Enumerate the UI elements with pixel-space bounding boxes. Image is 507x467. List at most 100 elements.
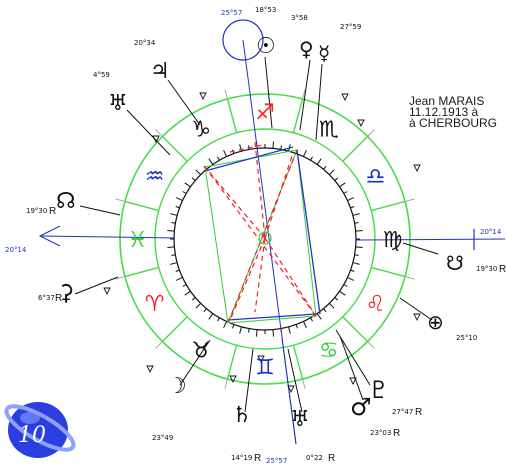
planet-pointers xyxy=(74,56,439,413)
taurus-icon: ♉ xyxy=(191,338,211,363)
degree-tick xyxy=(175,206,180,209)
saturn-degree: 14°19 xyxy=(231,454,252,462)
sign-divider xyxy=(161,135,188,162)
house-cusp xyxy=(404,276,415,280)
aspect-blue-2 xyxy=(296,149,321,315)
degree-ticks xyxy=(167,141,363,337)
degree-tick xyxy=(175,277,183,281)
asc-degree: 20°14 xyxy=(5,246,27,254)
degree-tick xyxy=(208,313,214,320)
degree-tick xyxy=(288,326,291,334)
degree-tick xyxy=(316,313,322,320)
sun-degree: 18°53 xyxy=(255,6,276,14)
degree-tick xyxy=(182,284,187,287)
sign-divider xyxy=(342,316,369,343)
sign-dividers xyxy=(115,89,415,389)
ceres-icon: ⚳ xyxy=(58,281,74,306)
sign-divider xyxy=(371,200,406,212)
degree-tick xyxy=(272,329,275,337)
venus-degree: 3°58 xyxy=(291,14,308,22)
desc-planet-degree: 0°22 xyxy=(306,454,323,462)
degree-tick xyxy=(217,156,220,161)
aspect-blue-3 xyxy=(227,313,317,321)
house-cusp xyxy=(155,129,163,137)
degree-tick xyxy=(280,145,282,150)
degree-tick xyxy=(217,317,220,322)
house-cusp xyxy=(367,341,375,349)
degree-tick xyxy=(355,229,363,232)
degree-tick xyxy=(171,222,176,224)
desc-degree: 20°14 xyxy=(480,228,502,236)
aspect-lines xyxy=(204,141,321,324)
leo-icon: ♌ xyxy=(366,292,386,317)
sign-divider xyxy=(292,98,304,133)
degree-tick xyxy=(191,297,196,301)
north-node-degree: 19°30 xyxy=(26,207,47,215)
sign-divider xyxy=(226,98,238,133)
asc-axis xyxy=(39,235,176,239)
north-node-icon: ☊ xyxy=(56,189,76,214)
gemini-icon: ♊ xyxy=(255,356,275,381)
aries-icon: ♈ xyxy=(145,292,165,317)
house-cusp xyxy=(115,276,126,280)
south-node-retro: R xyxy=(499,264,506,275)
degree-tick xyxy=(310,317,313,322)
degree-tick xyxy=(355,246,363,249)
degree-tick xyxy=(171,254,176,256)
page-number: 10 xyxy=(18,423,46,448)
degree-tick xyxy=(223,149,227,157)
moon-degree: 23°49 xyxy=(152,434,173,442)
chart-birth-place: à CHERBOURG xyxy=(409,116,498,130)
house-cusp xyxy=(302,89,306,100)
degree-tick xyxy=(170,213,178,216)
house-cusp xyxy=(302,378,306,389)
pluto-retro: R xyxy=(393,428,400,439)
zodiac-inner-ring xyxy=(154,128,376,350)
virgo-icon: ♍ xyxy=(383,228,403,253)
sagittarius-icon: ♐ xyxy=(255,101,275,126)
capricorn-icon: ♑ xyxy=(191,118,211,143)
degree-tick xyxy=(343,191,348,194)
house-cusp xyxy=(224,89,228,100)
degree-tick xyxy=(295,324,298,329)
degree-tick xyxy=(175,197,183,201)
degree-tick xyxy=(303,321,307,329)
degree-tick xyxy=(352,213,360,216)
degree-tick xyxy=(203,308,207,313)
degree-tick xyxy=(347,197,355,201)
house-markers xyxy=(103,92,421,394)
degree-tick xyxy=(334,297,339,301)
degree-tick xyxy=(208,158,214,165)
degree-tick xyxy=(184,290,191,296)
ceres-retro: R xyxy=(55,293,62,304)
mars-icon: ♂ xyxy=(350,393,372,421)
planet-glyphs: ☉ ♀ ☿ ♃ ♅ ☊ ⚳ ☽ ♄ ♅ ♇ ♂ ⊕ ☋ xyxy=(56,34,464,432)
degree-tick xyxy=(184,182,191,188)
moon-icon: ☽ xyxy=(167,374,187,399)
aquarius-icon: ♒ xyxy=(145,164,165,189)
desc-planet-retro: R xyxy=(328,453,335,464)
ceres-degree: 6°37 xyxy=(38,294,55,302)
chart-subject-name: Jean MARAIS xyxy=(409,94,485,108)
degree-tick xyxy=(272,141,275,149)
degree-tick xyxy=(239,326,242,334)
mc-degree: 25°57 xyxy=(221,9,242,17)
degree-tick xyxy=(334,177,339,181)
aspect-blue-1 xyxy=(204,146,294,172)
house-cusp xyxy=(224,378,228,389)
mercury-degree: 27°59 xyxy=(340,23,361,31)
degree-tick xyxy=(223,321,227,329)
sun-icon: ☉ xyxy=(256,34,276,59)
degree-tick xyxy=(303,149,307,157)
mars-degree: 27°47 xyxy=(392,408,413,416)
scorpio-icon: ♏ xyxy=(319,118,339,143)
degree-tick xyxy=(316,158,322,165)
degree-tick xyxy=(310,156,313,161)
degree-tick xyxy=(354,222,359,224)
sign-divider xyxy=(292,345,304,380)
zodiac-glyphs: ♐ ♏ ♎ ♍ ♌ ♋ ♊ ♉ ♈ ♓ ♒ ♑ xyxy=(128,101,403,381)
ic-degree: 25°57 xyxy=(266,457,287,465)
jupiter-degree: 20°34 xyxy=(134,39,156,47)
degree-tick xyxy=(343,284,348,287)
